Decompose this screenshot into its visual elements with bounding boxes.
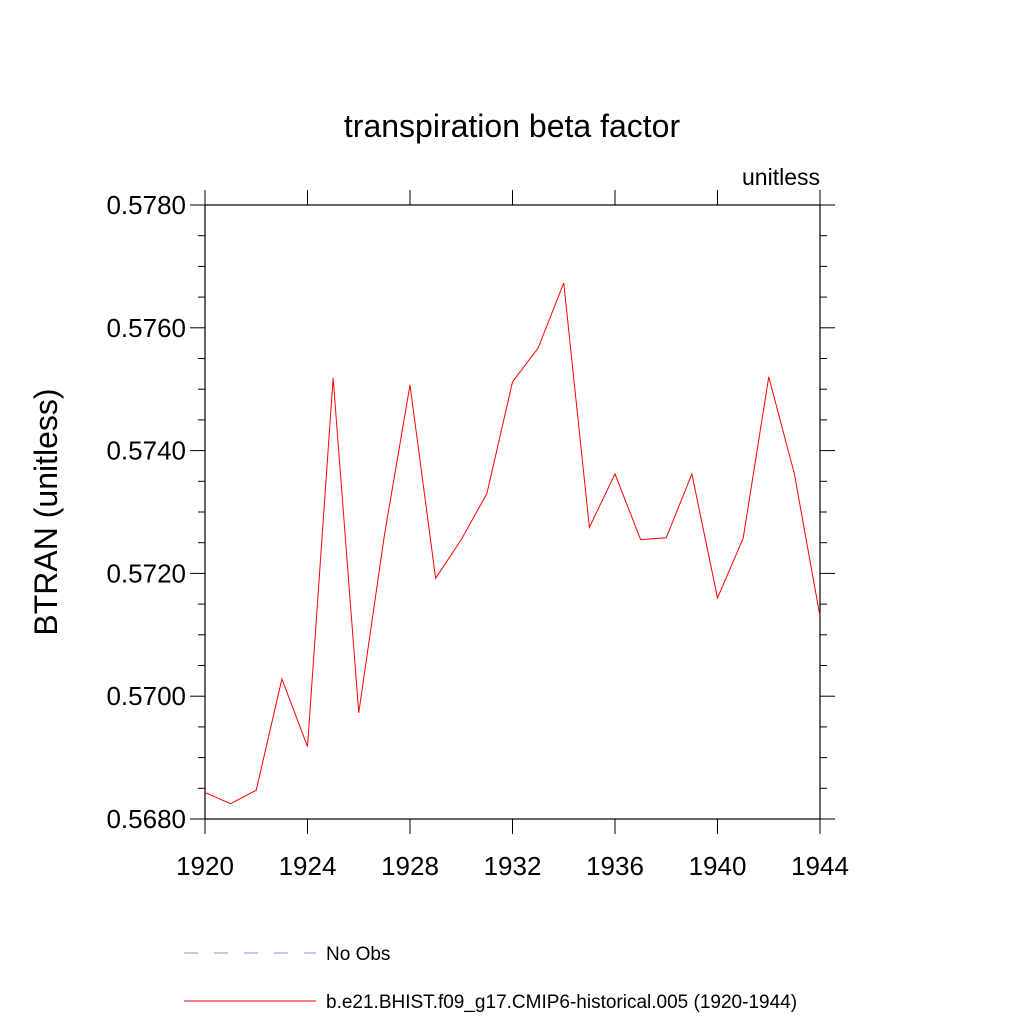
x-axis-ticks: 1920 1924 1928 1932 1936 1940 1944 — [176, 190, 849, 881]
series-line — [204, 282, 821, 805]
legend-label: b.e21.BHIST.f09_g17.CMIP6-historical.005… — [326, 992, 797, 1013]
x-tick-label: 1936 — [586, 851, 644, 881]
y-tick-label: 0.5720 — [106, 558, 186, 588]
x-tick-label: 1928 — [381, 851, 439, 881]
legend: No Obs b.e21.BHIST.f09_g17.CMIP6-historic… — [184, 944, 797, 1013]
y-tick-label: 0.5680 — [106, 804, 186, 834]
y-tick-label: 0.5740 — [106, 436, 186, 466]
y-tick-label: 0.5780 — [106, 190, 186, 220]
plot-frame — [204, 204, 821, 820]
series-lines — [204, 282, 821, 805]
y-axis-ticks: 0.5680 0.5700 0.5720 0.5740 0.5760 0.5780 — [106, 190, 835, 834]
x-tick-label: 1920 — [176, 851, 234, 881]
x-tick-label: 1932 — [484, 851, 542, 881]
y-tick-label: 0.5760 — [106, 313, 186, 343]
y-tick-label: 0.5700 — [106, 681, 186, 711]
units-label: unitless — [742, 164, 820, 190]
x-tick-label: 1924 — [279, 851, 337, 881]
legend-label: No Obs — [326, 944, 390, 965]
x-tick-label: 1944 — [791, 851, 849, 881]
x-tick-label: 1940 — [689, 851, 747, 881]
y-axis-label: BTRAN (unitless) — [28, 388, 64, 635]
chart-title: transpiration beta factor — [344, 108, 681, 144]
